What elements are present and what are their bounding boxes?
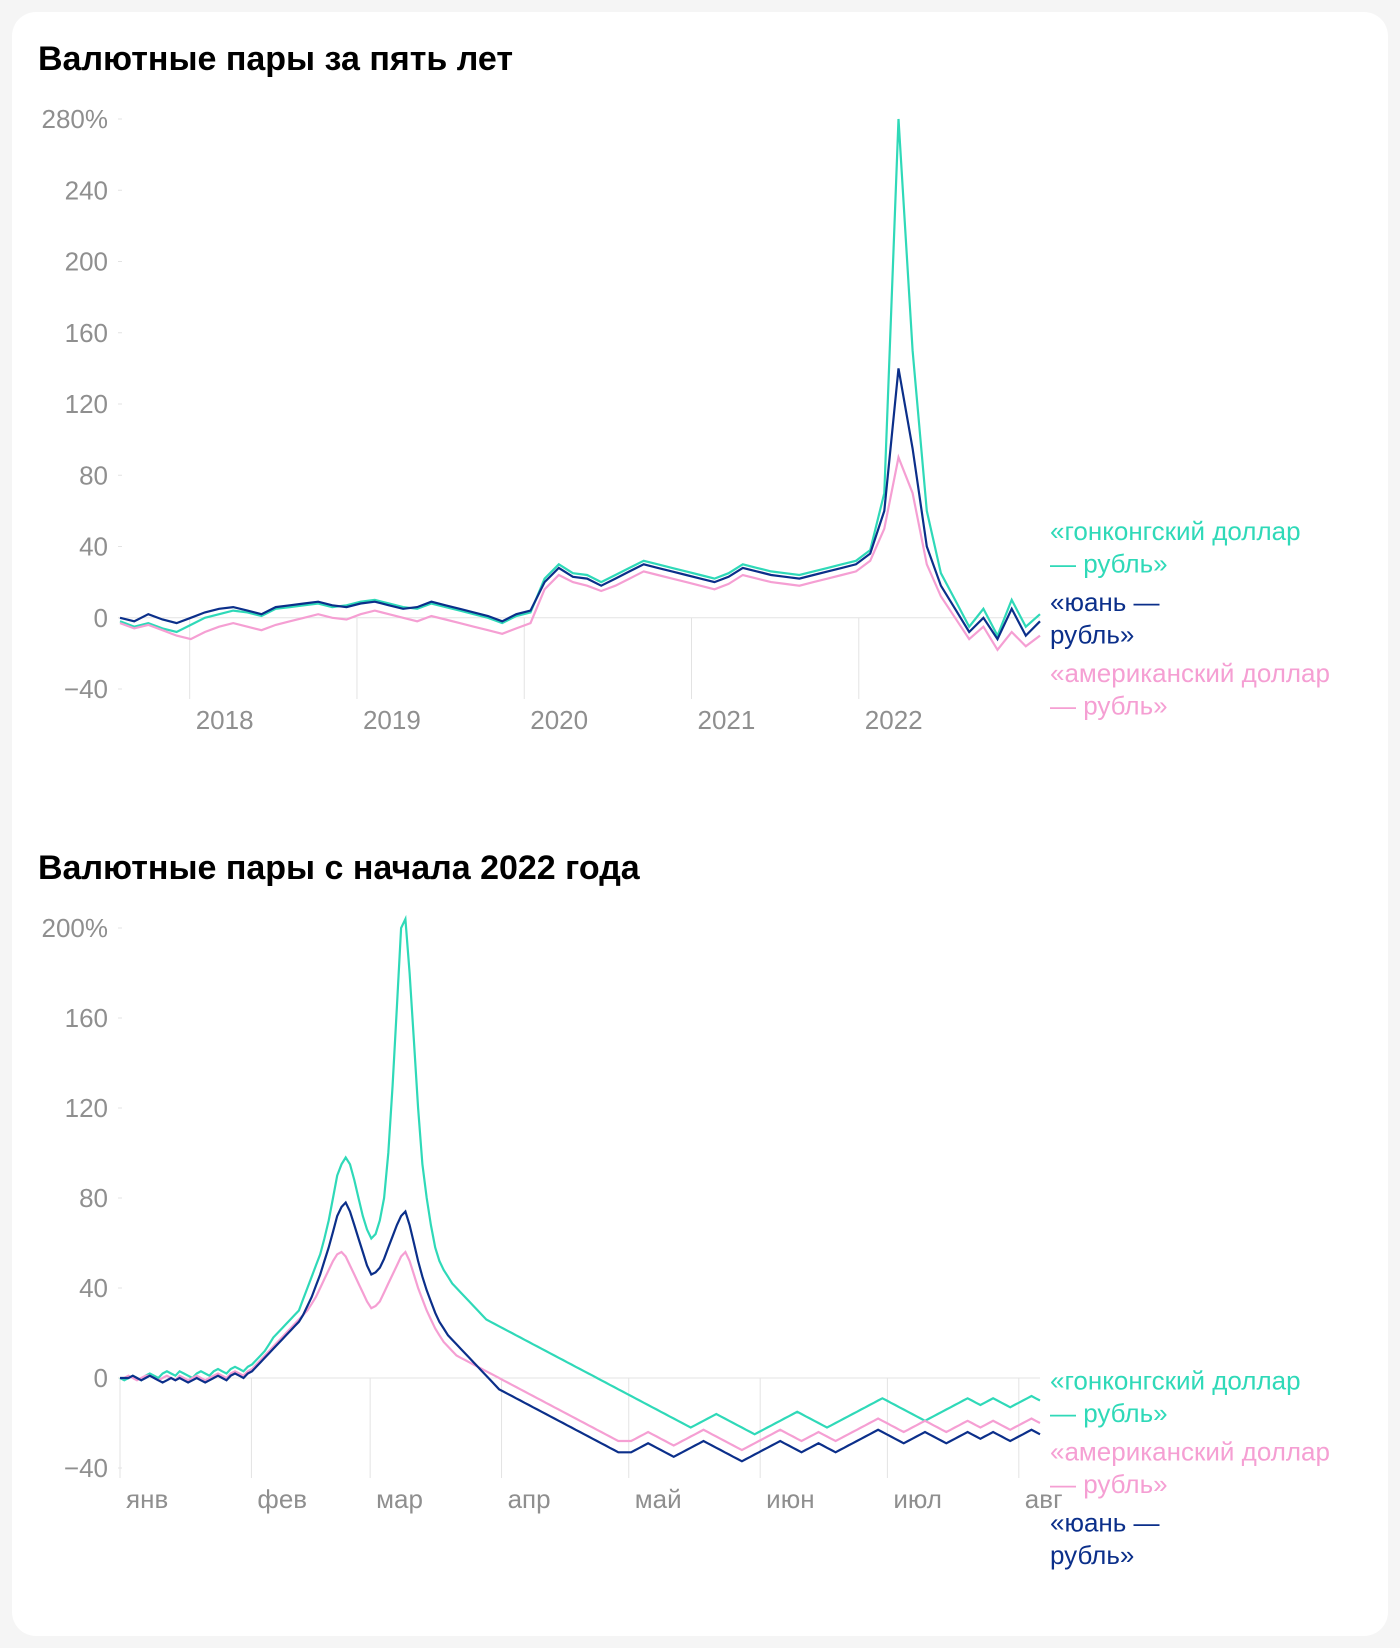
legend-label: «юань — bbox=[1050, 1508, 1160, 1538]
svg-text:апр: апр bbox=[508, 1484, 551, 1514]
svg-text:0: 0 bbox=[94, 603, 108, 633]
chart-2022: Валютные пары с начала 2022 года −40 0 40 8… bbox=[30, 849, 1370, 1578]
svg-text:−40: −40 bbox=[64, 1453, 108, 1483]
svg-text:мар: мар bbox=[376, 1484, 423, 1514]
legend-label: — рубль» bbox=[1050, 1469, 1168, 1499]
svg-text:80: 80 bbox=[79, 1183, 108, 1213]
svg-text:160: 160 bbox=[65, 1003, 108, 1033]
series-cny bbox=[120, 1203, 1040, 1462]
chart-title-5y: Валютные пары за пять лет bbox=[38, 40, 1370, 79]
svg-text:120: 120 bbox=[65, 389, 108, 419]
chart-5y: Валютные пары за пять лет −40 0 40 80 120 160… bbox=[30, 40, 1370, 789]
svg-text:июн: июн bbox=[766, 1484, 814, 1514]
svg-text:2021: 2021 bbox=[698, 705, 756, 735]
svg-text:−40: −40 bbox=[64, 674, 108, 704]
svg-text:2018: 2018 bbox=[196, 705, 254, 735]
series-usd bbox=[120, 457, 1040, 649]
legend-label: «гонконгский доллар bbox=[1050, 516, 1301, 546]
series-cny bbox=[120, 368, 1040, 639]
chart-svg-5y: −40 0 40 80 120 160 200 240 280% 2018 2019 2020 2021… bbox=[30, 89, 1370, 789]
series-hkd bbox=[120, 119, 1040, 636]
svg-text:40: 40 bbox=[79, 532, 108, 562]
legend-label: «американский доллар bbox=[1050, 1437, 1330, 1467]
svg-text:160: 160 bbox=[65, 318, 108, 348]
legend-label: рубль» bbox=[1050, 620, 1134, 650]
svg-text:120: 120 bbox=[65, 1093, 108, 1123]
svg-text:2019: 2019 bbox=[363, 705, 421, 735]
svg-text:фев: фев bbox=[257, 1484, 307, 1514]
svg-text:200%: 200% bbox=[42, 913, 109, 943]
legend-label: «гонконгский доллар bbox=[1050, 1366, 1301, 1396]
legend-label: — рубль» bbox=[1050, 1398, 1168, 1428]
legend-label: «американский доллар bbox=[1050, 658, 1330, 688]
legend-label: рубль» bbox=[1050, 1540, 1134, 1570]
series-hkd bbox=[120, 919, 1040, 1434]
legend-label: — рубль» bbox=[1050, 691, 1168, 721]
svg-text:июл: июл bbox=[893, 1484, 942, 1514]
card: Валютные пары за пять лет −40 0 40 80 120 160… bbox=[12, 12, 1388, 1636]
svg-text:2020: 2020 bbox=[530, 705, 588, 735]
svg-text:0: 0 bbox=[94, 1363, 108, 1393]
chart-title-2022: Валютные пары с начала 2022 года bbox=[38, 849, 1370, 888]
chart-svg-2022: −4004080120160200%янвфевмарапрмайиюниюла… bbox=[30, 898, 1370, 1578]
svg-text:май: май bbox=[635, 1484, 682, 1514]
svg-text:2022: 2022 bbox=[865, 705, 923, 735]
legend-label: «юань — bbox=[1050, 587, 1160, 617]
svg-text:янв: янв bbox=[126, 1484, 168, 1514]
svg-text:280%: 280% bbox=[42, 104, 109, 134]
svg-text:80: 80 bbox=[79, 460, 108, 490]
series-usd bbox=[120, 1252, 1040, 1450]
legend-label: — рубль» bbox=[1050, 549, 1168, 579]
svg-text:200: 200 bbox=[65, 247, 108, 277]
svg-text:40: 40 bbox=[79, 1273, 108, 1303]
svg-text:240: 240 bbox=[65, 175, 108, 205]
